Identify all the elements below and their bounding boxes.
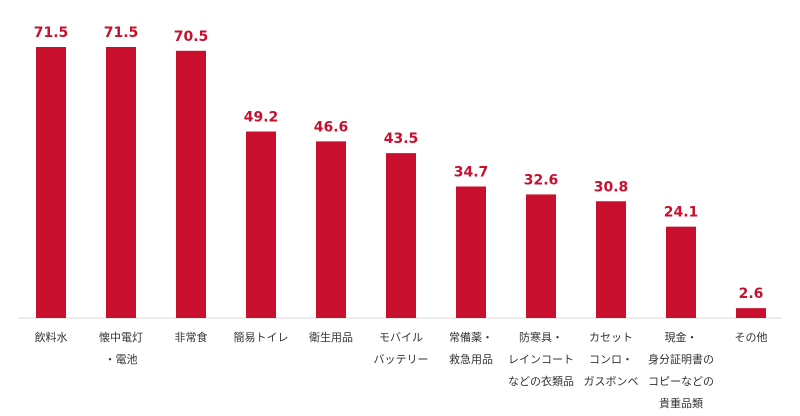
category-label: 常備薬・救急用品 — [449, 331, 493, 366]
bar — [176, 50, 206, 318]
bar — [456, 186, 486, 318]
category-label: その他 — [735, 331, 768, 344]
bar-value-label: 71.5 — [34, 25, 69, 41]
bar — [736, 308, 766, 318]
category-label-line: 防寒具・ — [519, 330, 563, 344]
bar-value-label: 30.8 — [594, 179, 629, 195]
bar-value-label: 49.2 — [244, 110, 279, 126]
category-label-line: コンロ・ — [589, 353, 633, 366]
bar-value-label: 24.1 — [664, 205, 699, 221]
bar — [596, 201, 626, 318]
category-label-line: 身分証明書の — [648, 352, 714, 366]
category-label-line: などの衣類品 — [508, 374, 574, 388]
bar-value-label: 70.5 — [174, 29, 209, 45]
category-label: 現金・身分証明書のコピーなどの貴重品類 — [648, 330, 714, 410]
category-label-line: 簡易トイレ — [234, 330, 289, 344]
bar — [316, 141, 346, 318]
category-label: 飲料水 — [35, 330, 68, 344]
category-label-line: 飲料水 — [35, 330, 68, 344]
category-label: 簡易トイレ — [234, 330, 289, 344]
bar — [106, 47, 136, 318]
category-label-line: カセット — [589, 331, 633, 344]
bar-value-label: 34.7 — [454, 164, 489, 180]
category-label: カセットコンロ・ガスボンベ — [584, 331, 639, 388]
category-label-line: コピーなどの — [648, 375, 714, 388]
bar-value-label: 32.6 — [524, 172, 559, 188]
category-label-line: 常備薬・ — [449, 331, 493, 344]
category-label-line: 貴重品類 — [659, 396, 703, 410]
category-label: 非常食 — [175, 330, 208, 344]
bar — [386, 153, 416, 318]
category-label-line: ガスボンベ — [584, 375, 639, 388]
category-label-line: 衛生用品 — [309, 330, 353, 344]
category-label-line: 非常食 — [175, 330, 208, 344]
bar — [36, 47, 66, 318]
category-label: 懐中電灯・電池 — [99, 330, 143, 366]
bar — [246, 131, 276, 318]
bar — [526, 194, 556, 318]
category-label-line: その他 — [735, 331, 768, 344]
category-label-line: 救急用品 — [449, 352, 493, 366]
bar-value-label: 46.6 — [314, 119, 349, 135]
category-label: 防寒具・レインコートなどの衣類品 — [508, 330, 574, 388]
category-label-line: ・電池 — [105, 353, 138, 366]
bar-value-label: 43.5 — [384, 131, 419, 147]
category-label-line: 現金・ — [665, 330, 698, 344]
category-label-line: バッテリー — [374, 353, 429, 366]
bar-value-label: 71.5 — [104, 25, 139, 41]
category-label-line: レインコート — [508, 353, 574, 366]
bar — [666, 226, 696, 318]
category-label-line: モバイル — [379, 331, 423, 344]
category-label: 衛生用品 — [309, 330, 353, 344]
bar-value-label: 2.6 — [739, 286, 764, 302]
category-label: モバイルバッテリー — [374, 331, 429, 366]
category-label-line: 懐中電灯 — [99, 330, 143, 344]
